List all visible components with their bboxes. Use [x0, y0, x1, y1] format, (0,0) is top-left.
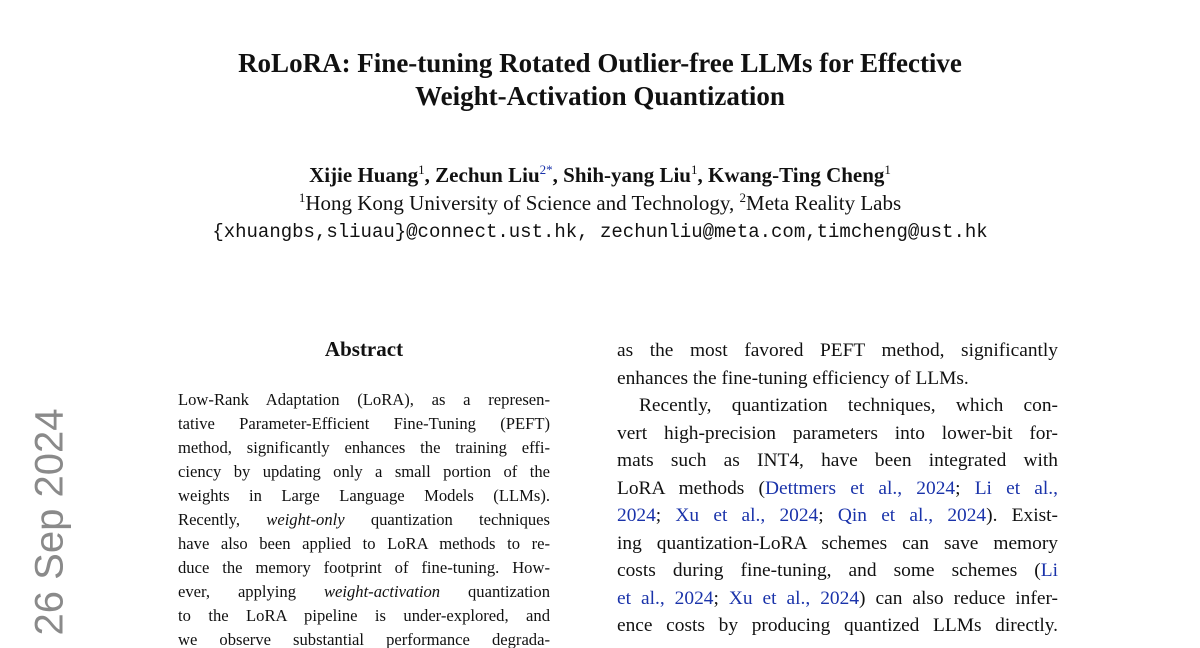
citation-link[interactable]: Dettmers et al., 2024: [764, 477, 956, 499]
citation-link[interactable]: Li et al.,: [974, 477, 1058, 499]
citation-link[interactable]: Xu et al., 2024: [728, 587, 860, 609]
arxiv-stamp: 26 Sep 2024: [27, 408, 72, 636]
citation-link[interactable]: Xu et al., 2024: [675, 505, 819, 526]
superscript: 1: [298, 190, 306, 206]
text-run: , Kwang-Ting Cheng: [697, 163, 885, 187]
emails: {xhuangbs,sliuau}@connect.ust.hk, zechun…: [212, 221, 988, 243]
text-run: mats such as INT4, have been integrated …: [617, 450, 1058, 471]
paper-title: RoLoRA: Fine-tuning Rotated Outlier-free…: [238, 48, 962, 78]
superscript: 1: [884, 162, 891, 178]
text-run: , Zechun Liu: [424, 163, 540, 187]
citation-link[interactable]: 2024: [617, 505, 656, 526]
authors: Xijie Huang1, Zechun Liu2*, Shih-yang Li…: [0, 163, 1200, 188]
text-run: weights in Large Language Models (LLMs).: [178, 486, 550, 505]
paper-title: Weight-Activation Quantization: [415, 81, 785, 111]
citation-link[interactable]: et al., 2024: [617, 587, 714, 609]
body-line: vert high-precision parameters into lowe…: [617, 422, 1058, 446]
text-run: ing quantization-LoRA schemes can save m…: [617, 532, 1058, 554]
abstract-line: we observe substantial performance degra…: [178, 630, 550, 648]
text-run: Hong Kong University of Science and Tech…: [305, 191, 740, 215]
text-run: we observe substantial performance degra…: [178, 630, 550, 648]
text-run: LoRA methods (: [617, 477, 765, 499]
text-run: ciency by updating only a small portion …: [178, 462, 550, 481]
citation-link[interactable]: Li: [1040, 560, 1058, 581]
text-run: ence costs by producing quantized LLMs d…: [617, 615, 1058, 636]
superscript: 2: [739, 190, 747, 206]
abstract-line: duce the memory footprint of fine-tuning…: [178, 558, 550, 578]
abstract-line: have also been applied to LoRA methods t…: [178, 534, 550, 554]
text-run: vert high-precision parameters into lowe…: [617, 422, 1058, 444]
text-run: quantization techniques: [344, 510, 550, 529]
text-run: ever, applying: [178, 582, 324, 601]
text-run: ;: [655, 505, 676, 526]
body-line: as the most favored PEFT method, signifi…: [617, 339, 1058, 363]
superscript: 1: [418, 162, 425, 178]
italic-run: weight-activation: [323, 582, 441, 601]
text-run: costs during fine-tuning, and some schem…: [617, 560, 1041, 581]
text-run: , Shih-yang Liu: [552, 163, 691, 187]
body-line: Recently, quantization techniques, which…: [617, 394, 1058, 418]
text-run: ) can also reduce infer-: [859, 587, 1058, 609]
citation-link[interactable]: Qin et al., 2024: [837, 505, 987, 526]
body-line: costs during fine-tuning, and some schem…: [617, 559, 1058, 583]
text-run: duce the memory footprint of fine-tuning…: [178, 558, 550, 577]
italic-run: weight-only: [266, 510, 345, 529]
body-line: LoRA methods (Dettmers et al., 2024; Li …: [617, 477, 1058, 501]
body-line: ence costs by producing quantized LLMs d…: [617, 614, 1058, 638]
abstract-line: tative Parameter-Efficient Fine-Tuning (…: [178, 414, 550, 434]
text-run: Xijie Huang: [309, 163, 419, 187]
abstract-line: method, significantly enhances the train…: [178, 438, 550, 458]
text-run: Recently, quantization techniques, which…: [639, 395, 1058, 416]
text-run: method, significantly enhances the train…: [178, 438, 550, 457]
text-run: Recently,: [178, 510, 267, 529]
superscript: 2*: [539, 162, 553, 178]
abstract-line: Low-Rank Adaptation (LoRA), as a represe…: [178, 390, 550, 410]
body-line: enhances the fine-tuning efficiency of L…: [617, 367, 1058, 391]
abstract-line: Recently, weight-only quantization techn…: [178, 510, 550, 530]
text-run: have also been applied to LoRA methods t…: [178, 534, 550, 553]
text-run: tative Parameter-Efficient Fine-Tuning (…: [178, 414, 550, 433]
body-line: et al., 2024; Xu et al., 2024) can also …: [617, 587, 1058, 611]
abstract-line: weights in Large Language Models (LLMs).: [178, 486, 550, 506]
abstract-heading: Abstract: [324, 337, 404, 361]
text-run: ;: [955, 477, 975, 499]
text-run: to the LoRA pipeline is under-explored, …: [178, 606, 550, 625]
text-run: Low-Rank Adaptation (LoRA), as a represe…: [178, 390, 550, 409]
body-line: ing quantization-LoRA schemes can save m…: [617, 532, 1058, 556]
body-line: 2024; Xu et al., 2024; Qin et al., 2024)…: [617, 504, 1058, 528]
text-run: ;: [713, 587, 729, 609]
abstract-line: to the LoRA pipeline is under-explored, …: [178, 606, 550, 626]
text-run: ;: [818, 505, 838, 526]
text-run: ). Exist-: [986, 505, 1058, 526]
abstract-line: ciency by updating only a small portion …: [178, 462, 550, 482]
text-run: quantization: [440, 582, 550, 601]
affiliations: 1Hong Kong University of Science and Tec…: [0, 191, 1200, 216]
text-run: Meta Reality Labs: [746, 191, 902, 215]
text-run: as the most favored PEFT method, signifi…: [617, 340, 1058, 361]
abstract-line: ever, applying weight-activation quantiz…: [178, 582, 550, 602]
superscript: 1: [690, 162, 698, 178]
body-line: mats such as INT4, have been integrated …: [617, 449, 1058, 473]
text-run: enhances the fine-tuning efficiency of L…: [617, 367, 969, 389]
